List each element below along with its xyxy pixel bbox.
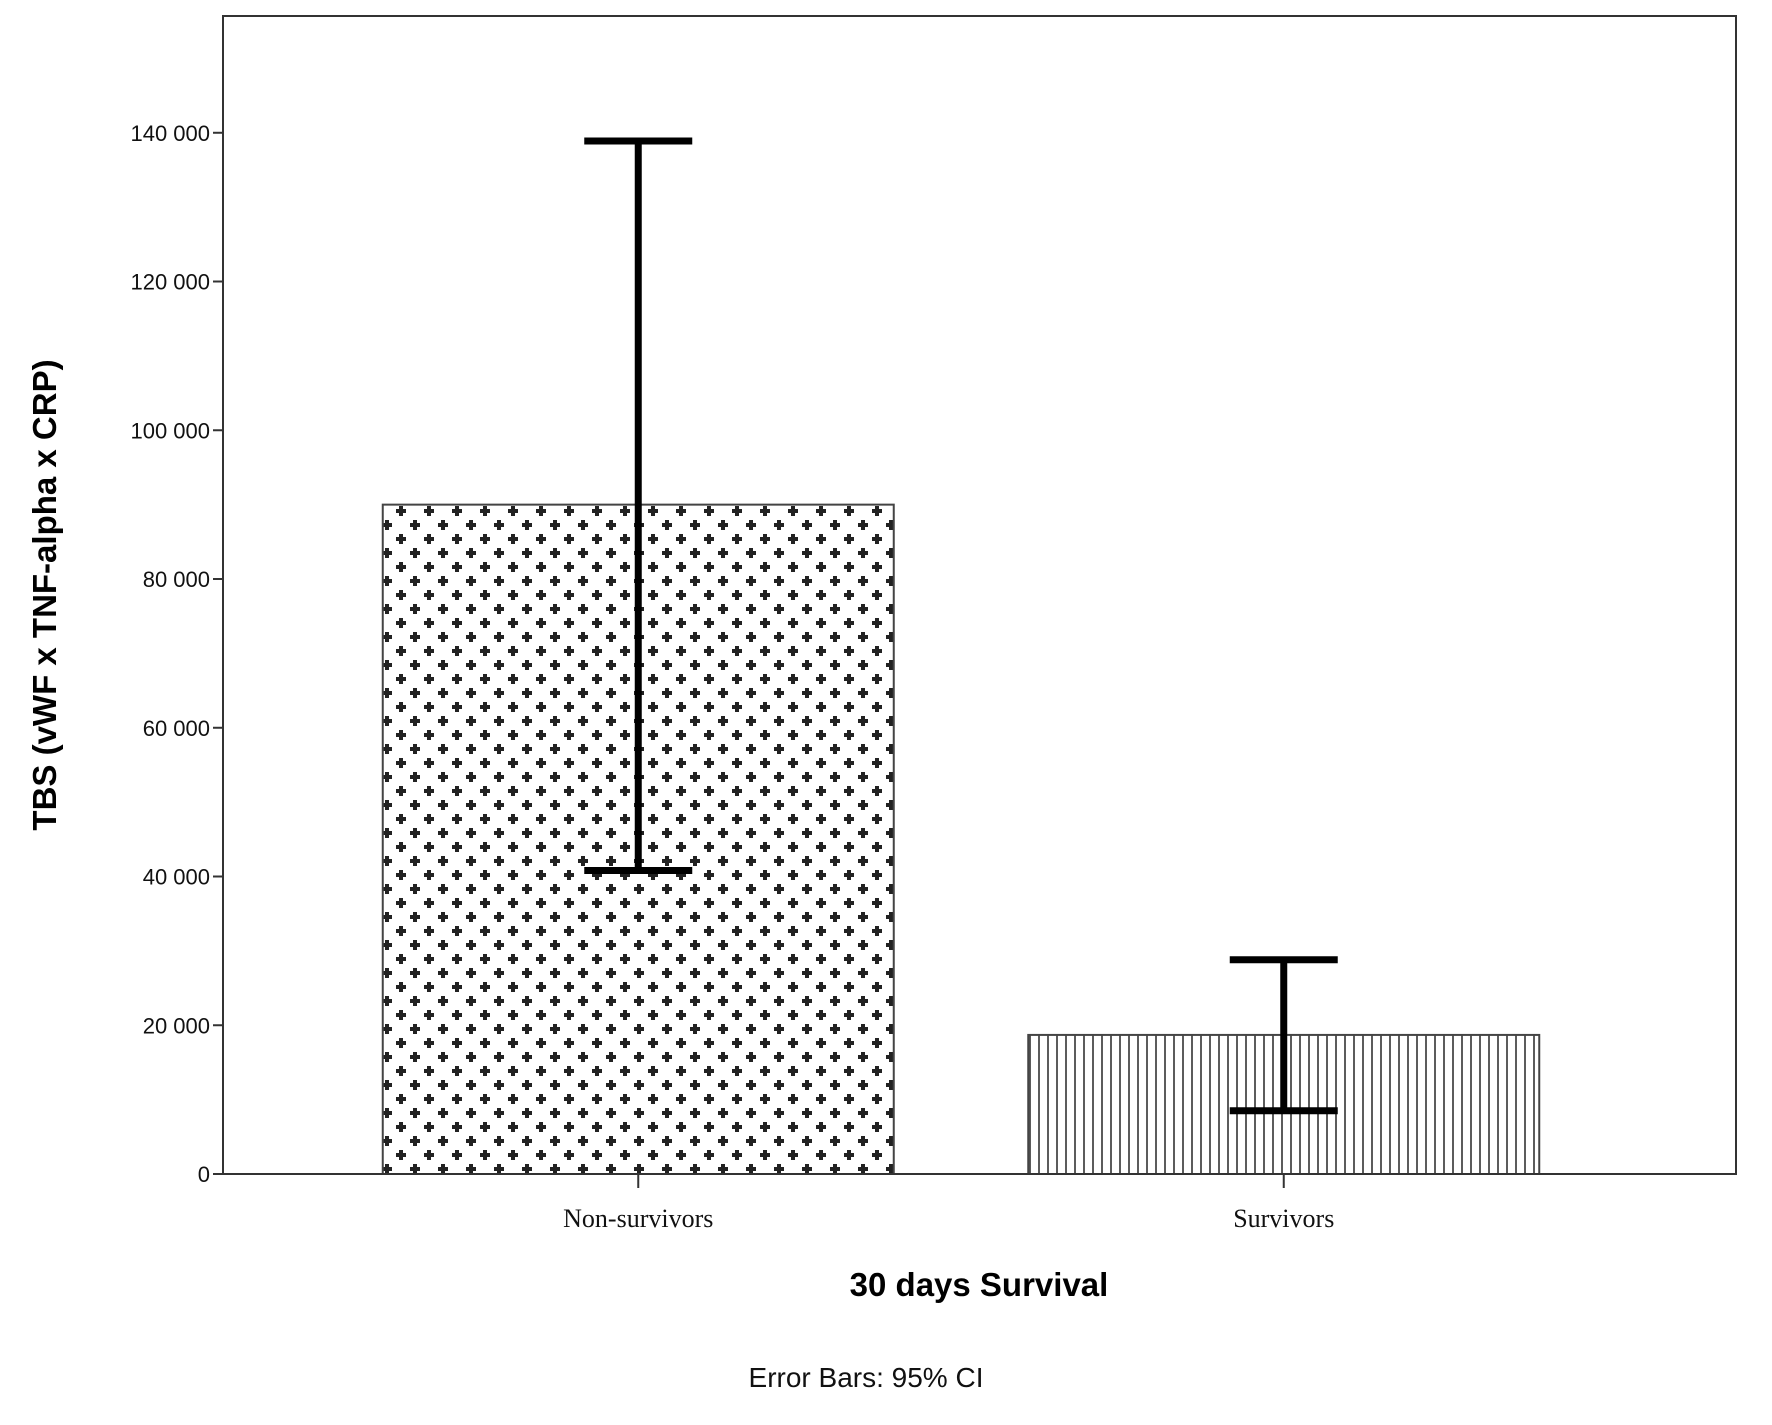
x-axis-title: 30 days Survival xyxy=(850,1266,1109,1303)
y-tick-label: 40 000 xyxy=(143,865,210,890)
error-bars-note: Error Bars: 95% CI xyxy=(749,1362,984,1393)
y-tick-label: 140 000 xyxy=(130,121,210,146)
y-tick-label: 20 000 xyxy=(143,1013,210,1038)
y-tick-label: 60 000 xyxy=(143,716,210,741)
y-tick-label: 80 000 xyxy=(143,567,210,592)
y-tick-label: 100 000 xyxy=(130,418,210,443)
x-tick-label: Non-survivors xyxy=(563,1204,713,1233)
y-axis-title: TBS (vWF x TNF-alpha x CRP) xyxy=(26,359,63,830)
y-tick-label: 120 000 xyxy=(130,270,210,295)
x-tick-label: Survivors xyxy=(1233,1204,1334,1233)
y-tick-label: 0 xyxy=(198,1162,210,1187)
